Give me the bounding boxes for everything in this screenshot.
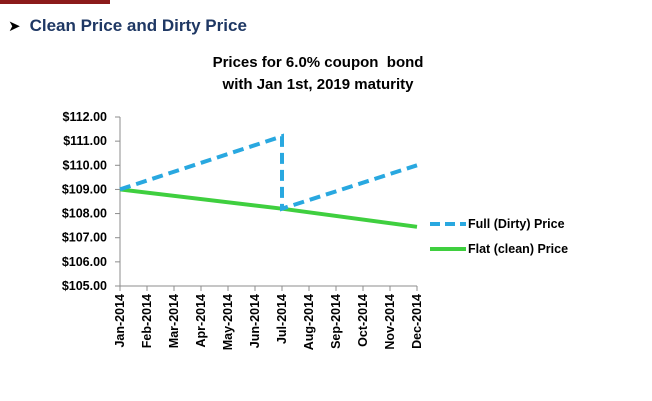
y-tick-label: $106.00 (62, 255, 107, 269)
x-tick-label: Feb-2014 (140, 294, 154, 348)
series-line-full-dirty-price (119, 133, 418, 212)
y-tick-label: $107.00 (62, 231, 107, 245)
y-tick-label: $109.00 (62, 182, 107, 196)
x-tick-label: May-2014 (221, 294, 235, 350)
top-accent-bar (0, 0, 110, 4)
x-tick-label: Jan-2014 (113, 294, 127, 348)
arrowhead-bullet-icon: ➤ (8, 17, 21, 35)
slide-heading-text: Clean Price and Dirty Price (29, 16, 247, 35)
x-tick-label: Jul-2014 (275, 294, 289, 344)
x-tick-label: Oct-2014 (356, 294, 370, 347)
y-tick-label: $112.00 (63, 110, 108, 124)
series-line-flat-clean-price (119, 187, 418, 229)
legend-entry-full-dirty-price-label: Full (Dirty) Price (468, 217, 565, 231)
y-tick-label: $111.00 (63, 134, 107, 148)
y-tick-label: $110.00 (63, 158, 108, 172)
chart-title-line-1: Prices for 6.0% coupon bond (212, 54, 424, 71)
x-tick-label: Dec-2014 (410, 294, 424, 349)
x-tick-label: Jun-2014 (248, 294, 262, 348)
legend-entry-flat-clean-price-label: Flat (clean) Price (468, 242, 568, 256)
chart-title-line-2: with Jan 1st, 2019 maturity (222, 76, 414, 93)
x-tick-label: Nov-2014 (383, 294, 397, 350)
y-tick-label: $105.00 (62, 279, 107, 293)
x-tick-label: Aug-2014 (302, 294, 316, 350)
x-tick-label: Mar-2014 (167, 294, 181, 348)
y-tick-label: $108.00 (62, 207, 107, 221)
x-tick-label: Apr-2014 (194, 294, 208, 348)
slide-heading: ➤ Clean Price and Dirty Price (8, 13, 247, 39)
x-tick-label: Sep-2014 (329, 294, 343, 349)
chart-title: Prices for 6.0% coupon bond with Jan 1st… (178, 52, 458, 96)
